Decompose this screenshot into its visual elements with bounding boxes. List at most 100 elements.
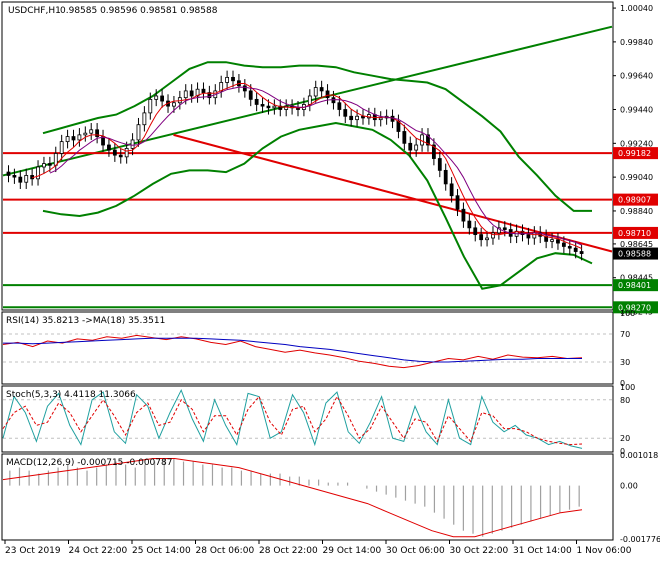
candle [473,227,478,236]
level-price-label: 0.99182 [618,149,651,158]
time-tick-label: 25 Oct 14:00 [132,546,191,556]
candle [77,134,82,141]
candle [573,247,578,252]
rsi-pane [1,311,614,385]
candle [42,163,46,168]
time-tick-label: 24 Oct 22:00 [69,546,128,556]
rsi-tick-label: 70 [620,330,630,339]
time-tick-label: 28 Oct 06:00 [196,546,255,556]
candle [337,102,342,110]
candle [414,144,419,151]
price-ohlc-label: 0.98585 0.98596 0.98581 0.98588 [60,6,218,16]
candle [396,120,401,132]
candle [112,149,117,156]
macd-signal-line [2,458,583,538]
level-price-label: 0.98401 [618,281,651,290]
trend-line [2,25,613,177]
level-price-box [613,147,658,160]
price-tick-label: 0.99840 [620,38,653,47]
candle [467,220,472,229]
candle [189,90,194,97]
candle [53,153,58,166]
candle [502,227,507,230]
candle [437,158,442,171]
stoch-d-line [2,395,583,446]
candle [124,147,129,158]
rsi-tick-label: 0 [620,379,625,388]
candle [561,242,566,247]
price-tick-label: 0.99440 [620,106,653,115]
candle [142,112,147,126]
candle [107,144,111,151]
level-price-label: 0.98270 [618,303,651,312]
candle [207,92,212,99]
candle [426,134,430,146]
candle [532,232,537,239]
candle [567,246,572,249]
candle [36,166,40,180]
candle [284,105,289,110]
price-tick-label: 0.98445 [620,274,653,283]
candle [242,85,247,92]
candle [325,90,330,99]
candle [154,95,159,100]
price-tick-label: 0.99240 [620,139,653,148]
price-symbol-label: USDCHF,H1 [8,6,61,16]
candle [579,251,584,254]
candle [71,136,76,141]
candle [95,129,100,137]
candle [307,95,312,105]
level-price-label: 0.98907 [618,196,651,205]
level-price-box [613,226,658,239]
candle [431,144,436,159]
time-tick-label: 28 Oct 22:00 [259,546,318,556]
candle [550,239,554,242]
candle [331,97,336,104]
stoch-tick-label: 100 [620,383,635,392]
stoch-k-line [2,388,583,449]
macd-tick-label: -0.001776 [620,535,660,544]
rsi-tick-label: 30 [620,358,630,367]
stoch-tick-label: 20 [620,434,630,443]
candle [160,95,165,102]
candle [496,227,501,234]
candle [526,234,531,239]
candle [47,163,52,166]
candle [89,129,94,134]
macd-pane [1,453,614,541]
candle [130,139,135,149]
candle [6,171,11,176]
candle [556,239,560,244]
candle [118,154,123,158]
candle [195,88,200,97]
candle [491,232,495,239]
candle [402,131,407,144]
price-tick-label: 0.99640 [620,72,653,81]
time-tick-label: 31 Oct 14:00 [513,546,572,556]
candle [355,115,359,121]
rsi-tick-label: 100 [620,309,635,318]
candle [319,87,324,92]
candle [201,88,206,94]
candle [148,98,153,114]
candle [278,105,283,110]
candle [83,132,88,136]
price-tick-label: 0.99040 [620,173,653,182]
price-tick-label: 0.98840 [620,207,653,216]
candle [101,136,105,146]
stoch-pane [1,385,614,453]
candle [59,141,64,154]
candle [266,105,271,109]
candle [408,142,413,151]
rsi-line [2,334,583,369]
candle [313,87,318,97]
candle [248,90,253,100]
time-tick-label: 29 Oct 14:00 [323,546,382,556]
time-tick-label: 23 Oct 2019 [5,546,61,556]
level-price-box [613,301,658,314]
candle [183,90,188,99]
candle [65,136,70,143]
last-price-box [613,247,658,260]
time-tick-label: 30 Oct 22:00 [450,546,509,556]
time-tick-label: 1 Nov 06:00 [577,546,632,556]
